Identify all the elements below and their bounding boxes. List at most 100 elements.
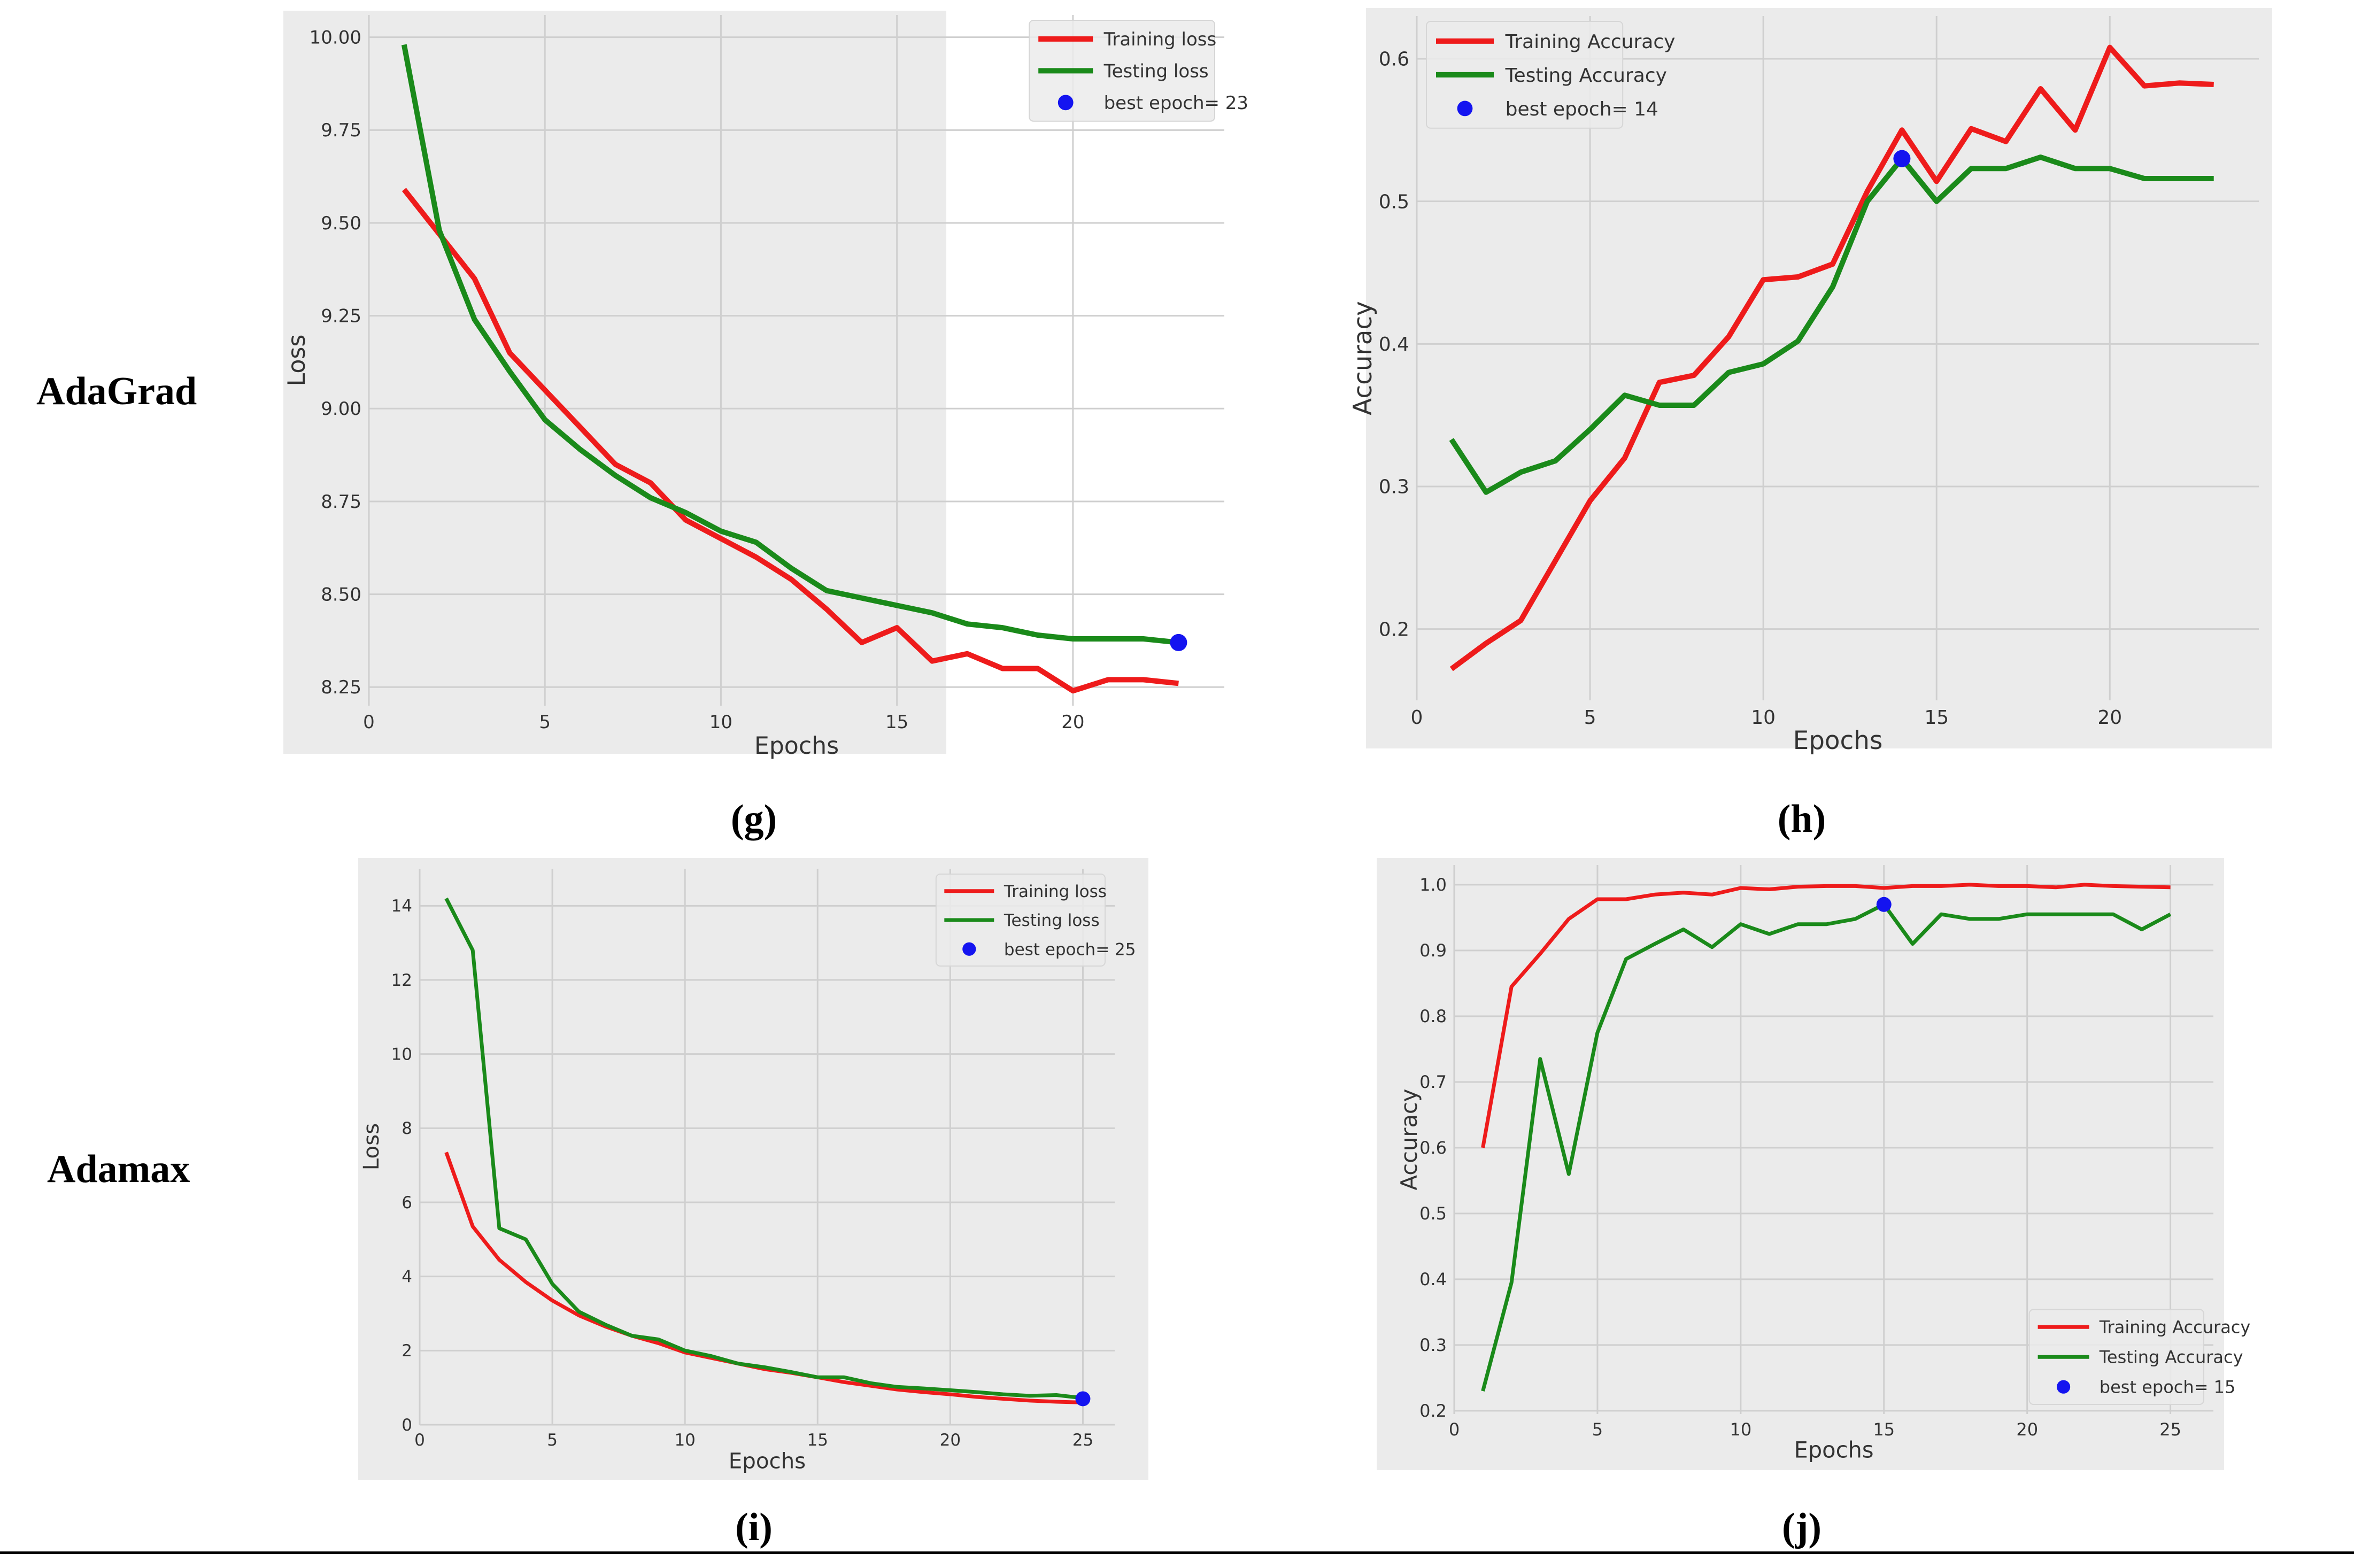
x-tick-label: 25	[2159, 1419, 2181, 1440]
training-series-line	[402, 188, 1179, 694]
legend-label: Testing Accuracy	[2099, 1347, 2243, 1368]
y-tick-label: 0.9	[1419, 940, 1447, 961]
y-tick-label: 14	[391, 897, 412, 916]
panel-label-j: (j)	[1782, 1505, 1822, 1549]
x-tick-label: 20	[940, 1431, 961, 1450]
best-epoch-point	[1170, 634, 1187, 651]
legend-label: Training Accuracy	[1505, 31, 1676, 53]
row-label-adamax: Adamax	[47, 1147, 190, 1191]
y-tick-label: 12	[391, 971, 412, 990]
legend-label: Training loss	[1103, 29, 1217, 50]
legend-label: Training Accuracy	[2099, 1317, 2251, 1338]
y-tick-label: 10	[391, 1045, 412, 1064]
best-epoch-point	[1893, 150, 1911, 167]
legend-marker	[1058, 95, 1074, 111]
y-tick-label: 0.3	[1419, 1335, 1447, 1355]
y-tick-label: 1.0	[1419, 875, 1447, 895]
x-tick-label: 5	[539, 712, 551, 733]
y-tick-label: 0.5	[1419, 1203, 1447, 1224]
y-tick-label: 2	[402, 1341, 412, 1361]
x-tick-label: 5	[1592, 1419, 1603, 1440]
x-tick-label: 0	[1411, 707, 1423, 729]
legend-label: best epoch= 15	[2100, 1377, 2236, 1397]
x-tick-label: 15	[1924, 707, 1949, 729]
x-tick-label: 15	[807, 1431, 828, 1450]
legend-label: best epoch= 25	[1004, 940, 1136, 959]
y-tick-label: 0.2	[1419, 1401, 1447, 1421]
panel-label-h: (h)	[1777, 797, 1826, 841]
legend-label: best epoch= 23	[1104, 92, 1248, 114]
y-tick-label: 9.25	[321, 306, 361, 327]
y-tick-label: 0	[402, 1416, 412, 1435]
legend-marker	[962, 942, 976, 956]
bottom-rule	[0, 1551, 2354, 1554]
x-tick-label: 20	[2016, 1419, 2038, 1440]
x-axis-label: Epochs	[729, 1448, 806, 1473]
y-tick-label: 0.6	[1379, 49, 1409, 71]
legend-label: best epoch= 14	[1506, 98, 1658, 120]
y-tick-label: 0.7	[1419, 1072, 1447, 1092]
x-tick-label: 5	[1584, 707, 1596, 729]
chart-0	[283, 11, 1224, 754]
row-label-adagrad: AdaGrad	[36, 369, 197, 413]
y-tick-label: 8	[402, 1119, 412, 1138]
chart-background	[283, 11, 946, 754]
legend-label: Testing Accuracy	[1505, 65, 1667, 87]
testing-series-line	[1481, 902, 2172, 1392]
y-axis-label: Loss	[359, 1123, 384, 1170]
y-tick-label: 0.8	[1419, 1006, 1447, 1026]
y-tick-label: 4	[402, 1268, 412, 1287]
best-epoch-point	[1876, 897, 1892, 912]
x-tick-label: 10	[1751, 707, 1776, 729]
x-tick-label: 20	[2097, 707, 2122, 729]
chart-1	[1366, 8, 2272, 748]
legend-label: Testing loss	[1103, 61, 1209, 82]
x-tick-label: 10	[674, 1431, 695, 1450]
y-tick-label: 0.6	[1419, 1138, 1447, 1158]
chart-3	[1377, 858, 2224, 1470]
x-tick-label: 0	[363, 712, 375, 733]
y-tick-label: 6	[402, 1193, 412, 1212]
y-tick-label: 8.50	[321, 584, 361, 606]
training-series-line	[1449, 44, 2214, 671]
legend-marker	[2057, 1380, 2071, 1394]
y-tick-label: 8.75	[321, 491, 361, 513]
y-tick-label: 0.5	[1379, 191, 1409, 213]
y-tick-label: 0.3	[1379, 476, 1409, 498]
y-tick-label: 0.4	[1419, 1269, 1447, 1289]
y-tick-label: 9.00	[321, 398, 361, 420]
testing-series-line	[444, 897, 1083, 1400]
y-axis-label: Accuracy	[1349, 301, 1378, 415]
y-axis-label: Accuracy	[1396, 1089, 1422, 1191]
legend-marker	[1457, 101, 1473, 117]
chart-2	[358, 858, 1148, 1480]
y-axis-label: Loss	[283, 335, 311, 387]
legend-label: Testing loss	[1004, 911, 1100, 930]
legend-label: Training loss	[1004, 882, 1107, 901]
x-tick-label: 15	[885, 712, 908, 733]
x-tick-label: 10	[1730, 1419, 1751, 1440]
x-tick-label: 25	[1072, 1431, 1093, 1450]
legend-box	[1029, 20, 1215, 122]
x-tick-label: 5	[547, 1431, 558, 1450]
y-tick-label: 10.00	[310, 27, 361, 49]
x-axis-label: Epochs	[1793, 727, 1883, 755]
testing-series-line	[1449, 155, 2214, 495]
x-tick-label: 0	[1449, 1419, 1460, 1440]
panel-label-g: (g)	[730, 797, 777, 841]
training-series-line	[1481, 883, 2171, 1148]
y-tick-label: 8.25	[321, 677, 361, 698]
y-tick-label: 0.2	[1379, 619, 1409, 640]
x-tick-label: 20	[1061, 712, 1084, 733]
y-tick-label: 0.4	[1379, 334, 1409, 356]
testing-series-line	[401, 44, 1179, 645]
x-tick-label: 0	[414, 1431, 425, 1450]
panel-label-i: (i)	[735, 1505, 773, 1549]
y-tick-label: 9.50	[321, 213, 361, 234]
legend-box	[2028, 1309, 2205, 1405]
x-tick-label: 10	[709, 712, 732, 733]
best-epoch-point	[1075, 1391, 1091, 1407]
legend-box	[1426, 21, 1624, 129]
x-tick-label: 15	[1873, 1419, 1895, 1440]
